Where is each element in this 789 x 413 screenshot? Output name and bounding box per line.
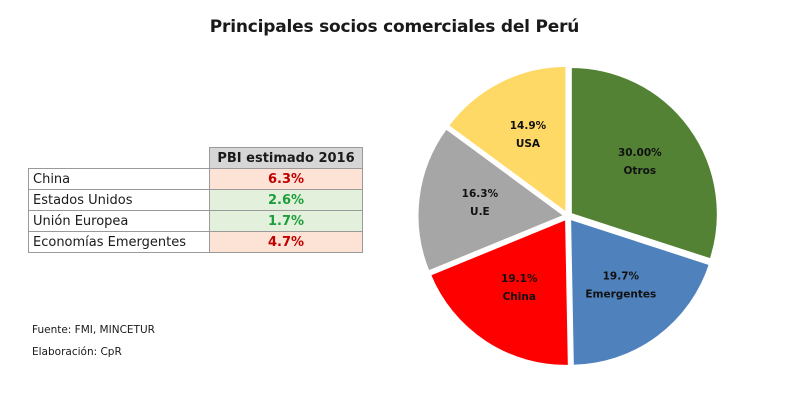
pie-slice-label: Emergentes xyxy=(585,288,656,300)
gdp-value: 4.7% xyxy=(209,231,363,253)
pie-slice-value: 16.3% xyxy=(462,188,499,200)
pie-slice-china xyxy=(428,217,570,367)
table-row: Economías Emergentes 4.7% xyxy=(28,231,363,253)
chart-title: Principales socios comerciales del Perú xyxy=(209,17,580,37)
pie-slice-value: 14.9% xyxy=(510,120,547,132)
country-name: Economías Emergentes xyxy=(28,231,210,253)
pie-slice-value: 30.00% xyxy=(618,147,662,159)
pie-slice-usa xyxy=(446,64,568,215)
pie-slice-label: USA xyxy=(516,138,541,150)
pie-slice-label: China xyxy=(503,291,536,303)
pie-slice-label: Otros xyxy=(624,165,657,177)
country-name: Estados Unidos xyxy=(28,189,210,211)
source-note: Fuente: FMI, MINCETUR xyxy=(32,324,155,336)
table-row: Estados Unidos 2.6% xyxy=(28,189,363,211)
gdp-table-header-row: PBI estimado 2016 xyxy=(29,147,363,169)
pie-slice-value: 19.7% xyxy=(603,270,640,282)
table-row: China 6.3% xyxy=(28,168,363,190)
pie-slice-value: 19.1% xyxy=(501,273,538,285)
pie-slice-label: U.E xyxy=(470,206,490,218)
credit-note: Elaboración: CpR xyxy=(32,346,122,358)
table-row: Unión Europea 1.7% xyxy=(28,210,363,232)
gdp-table-header: PBI estimado 2016 xyxy=(209,147,363,169)
gdp-table: PBI estimado 2016 China 6.3% Estados Uni… xyxy=(28,147,363,253)
pie-slice-otros xyxy=(569,65,719,261)
pie-slice-u-e xyxy=(416,127,567,273)
pie-slice-emergentes xyxy=(569,217,712,367)
gdp-value: 1.7% xyxy=(209,210,363,232)
gdp-value: 6.3% xyxy=(209,168,363,190)
